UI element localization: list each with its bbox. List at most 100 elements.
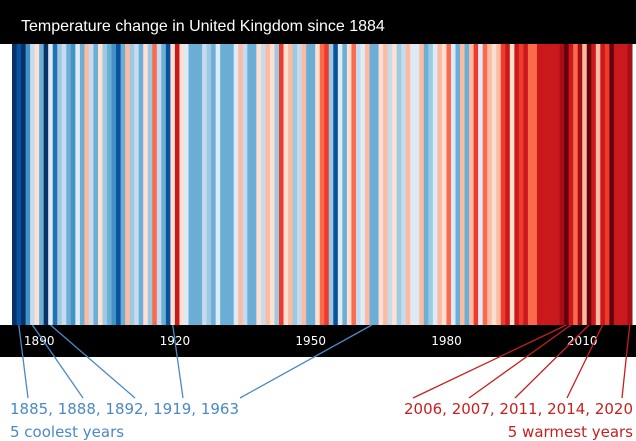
stripe-1942 — [274, 44, 280, 325]
stripe-1893 — [52, 44, 58, 325]
stripe-1987 — [478, 44, 484, 325]
tick-label-1890: 1890 — [24, 334, 55, 348]
stripe-1911 — [134, 44, 140, 325]
stripe-2014 — [600, 44, 606, 325]
stripe-1969 — [396, 44, 402, 325]
stripe-1949 — [306, 44, 312, 325]
stripe-1976 — [428, 44, 434, 325]
tick-label-1980: 1980 — [431, 334, 462, 348]
stripe-1907 — [116, 44, 122, 325]
stripe-2007 — [568, 44, 574, 325]
stripe-1896 — [66, 44, 72, 325]
stripe-2011 — [586, 44, 592, 325]
stripe-1979 — [441, 44, 447, 325]
stripe-1951 — [315, 44, 321, 325]
stripe-1894 — [57, 44, 63, 325]
stripe-1901 — [88, 44, 94, 325]
stripe-1957 — [342, 44, 348, 325]
stripe-1919 — [170, 44, 176, 325]
stripe-1952 — [319, 44, 325, 325]
stripe-1895 — [61, 44, 67, 325]
warmest-leader-2020 — [621, 324, 631, 399]
stripe-1884 — [12, 44, 18, 325]
stripe-1984 — [464, 44, 470, 325]
stripe-2004 — [555, 44, 561, 325]
axis-bar — [0, 325, 636, 357]
stripe-1918 — [165, 44, 171, 325]
stripe-1999 — [532, 44, 538, 325]
stripe-1985 — [469, 44, 475, 325]
stripe-1990 — [491, 44, 497, 325]
stripe-1906 — [111, 44, 117, 325]
stripe-1977 — [432, 44, 438, 325]
stripe-1929 — [215, 44, 221, 325]
stripe-1994 — [509, 44, 515, 325]
stripe-1971 — [405, 44, 411, 325]
warmest-years-caption: 5 warmest years — [508, 423, 633, 441]
stripe-1917 — [161, 44, 167, 325]
stripe-1981 — [450, 44, 457, 325]
stripe-1890 — [39, 44, 45, 325]
stripe-1968 — [392, 44, 398, 325]
stripe-1966 — [383, 44, 389, 325]
stripe-1944 — [283, 44, 289, 325]
stripe-1954 — [328, 44, 334, 325]
stripe-1904 — [102, 44, 108, 325]
stripe-1933 — [233, 44, 239, 325]
stripe-2006 — [564, 44, 570, 325]
stripe-2015 — [604, 44, 610, 325]
coolest-leader-1892 — [50, 324, 136, 399]
stripe-1960 — [355, 44, 361, 325]
stripe-2003 — [550, 44, 556, 325]
stripe-1910 — [129, 44, 135, 325]
stripe-1912 — [138, 44, 144, 325]
stripe-1902 — [93, 44, 99, 325]
stripe-1898 — [75, 44, 81, 325]
stripe-1991 — [496, 44, 502, 325]
stripe-1978 — [437, 44, 443, 325]
stripe-1921 — [179, 44, 185, 325]
stripe-1892 — [48, 44, 54, 325]
stripe-2017 — [613, 44, 619, 325]
stripe-1914 — [147, 44, 153, 325]
stripe-1967 — [387, 44, 393, 325]
stripe-1989 — [487, 44, 493, 325]
stripe-2002 — [546, 44, 552, 325]
stripe-1934 — [238, 44, 244, 325]
stripe-1885 — [16, 44, 22, 325]
stripe-2019 — [622, 44, 628, 325]
stripe-1909 — [125, 44, 131, 325]
warmest-years-label: 2006, 2007, 2011, 2014, 2020 — [404, 400, 633, 418]
stripe-1975 — [423, 44, 429, 325]
stripe-1958 — [346, 44, 352, 325]
stripe-1886 — [21, 44, 27, 325]
stripe-1930 — [220, 44, 226, 325]
coolest-leader-1919 — [172, 324, 184, 399]
stripe-1932 — [229, 44, 235, 325]
coolest-years-caption: 5 coolest years — [10, 423, 124, 441]
stripe-1916 — [156, 44, 162, 325]
warmest-leader-2011 — [514, 324, 590, 399]
stripe-1899 — [79, 44, 85, 325]
warmest-leader-2014 — [566, 324, 604, 399]
stripe-1948 — [301, 44, 307, 325]
stripe-2012 — [591, 44, 597, 325]
stripe-1913 — [143, 44, 149, 325]
stripe-1937 — [251, 44, 257, 325]
stripe-2005 — [559, 44, 565, 325]
stripe-1956 — [337, 44, 343, 325]
stripe-1888 — [30, 44, 36, 325]
coolest-leader-1963 — [239, 324, 373, 399]
stripe-1997 — [523, 44, 529, 325]
stripe-1925 — [197, 44, 203, 325]
stripe-1980 — [446, 44, 452, 325]
stripe-2000 — [536, 44, 542, 325]
tick-label-1950: 1950 — [295, 334, 326, 348]
stripe-1965 — [378, 44, 384, 325]
stripe-1928 — [211, 44, 217, 325]
stripe-1998 — [527, 44, 533, 325]
stripe-1993 — [505, 44, 511, 325]
stripe-2010 — [582, 44, 588, 325]
stripe-1922 — [183, 44, 189, 325]
